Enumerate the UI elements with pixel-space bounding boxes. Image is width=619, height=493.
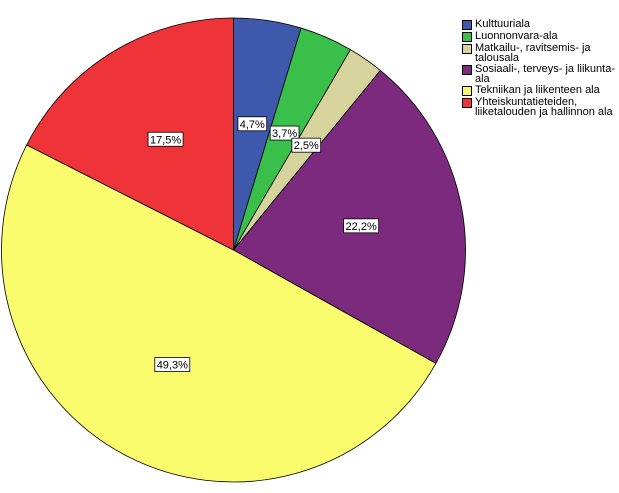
legend-swatch — [462, 32, 472, 42]
legend-item: Yhteiskuntatieteiden, liiketalouden ja h… — [462, 96, 619, 118]
data-label-box — [291, 137, 322, 153]
pie-slice — [232, 69, 466, 365]
legend-label: Sosiaali-, terveys- ja liikunta- ala — [475, 63, 615, 85]
data-label: 49,3% — [154, 357, 191, 372]
data-label-box — [237, 116, 268, 132]
data-label-text: 4,7% — [240, 119, 265, 131]
legend-item: Luonnonvara-ala — [462, 31, 619, 42]
data-label: 3,7% — [269, 125, 300, 141]
data-label-box — [269, 125, 300, 141]
legend-label: Kulttuuriala — [475, 18, 531, 30]
data-label-text: 3,7% — [272, 128, 297, 140]
legend-item: Kulttuuriala — [462, 19, 619, 30]
data-label-text: 49,3% — [157, 360, 188, 372]
data-label: 22,2% — [343, 218, 380, 234]
legend-swatch — [462, 44, 472, 54]
legend-swatch — [462, 98, 472, 108]
data-label-text: 22,2% — [346, 221, 377, 233]
legend-label: Yhteiskuntatieteiden, liiketalouden ja h… — [475, 96, 613, 118]
data-label-box — [154, 357, 191, 372]
data-label: 17,5% — [147, 131, 184, 147]
data-label: 4,7% — [237, 116, 268, 132]
data-label-box — [147, 131, 184, 147]
legend: Kulttuuriala Luonnonvara-ala Matkailu-, ra… — [462, 19, 619, 118]
pie-slice — [1, 144, 437, 483]
data-label-text: 17,5% — [150, 134, 181, 146]
legend-label: Tekniikan ja liikenteen ala — [475, 84, 600, 96]
legend-item: Sosiaali-, terveys- ja liikunta- ala — [462, 63, 619, 85]
data-label: 2,5% — [291, 137, 322, 153]
data-label-box — [343, 218, 380, 234]
legend-swatch — [462, 86, 472, 96]
legend-item: Tekniikan ja liikenteen ala — [462, 85, 619, 96]
legend-label: Luonnonvara-ala — [475, 30, 558, 42]
legend-swatch — [462, 20, 472, 30]
legend-item: Matkailu-, ravitsemis- ja talousala — [462, 42, 619, 64]
legend-label: Matkailu-, ravitsemis- ja talousala — [475, 42, 591, 64]
legend-swatch — [462, 65, 472, 75]
data-label-text: 2,5% — [294, 140, 319, 152]
pie-slice — [26, 17, 234, 251]
